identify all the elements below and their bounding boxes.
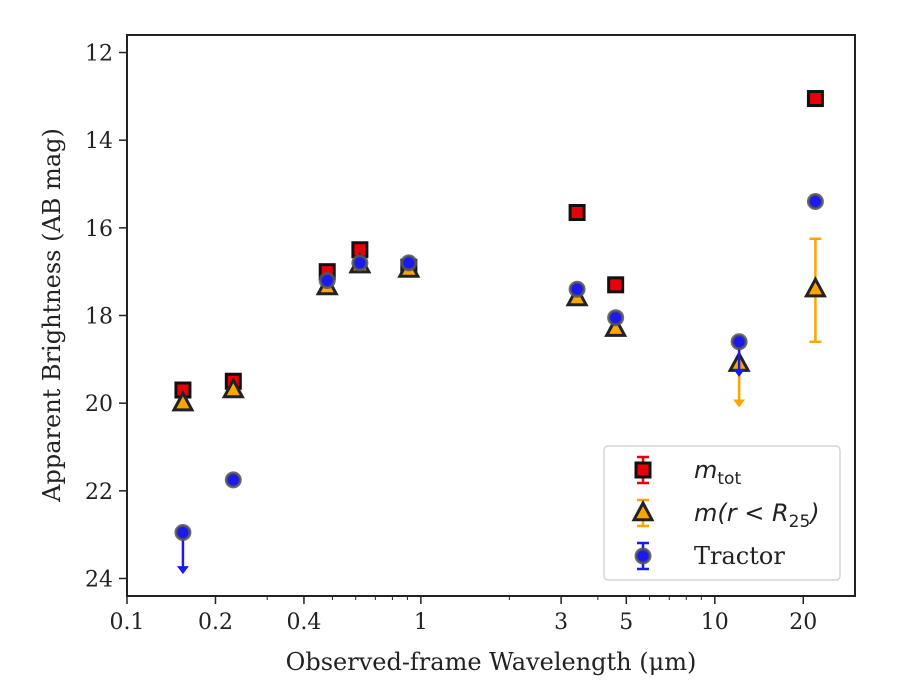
legend-marker bbox=[634, 461, 652, 479]
legend-marker bbox=[634, 547, 652, 565]
x-axis-label: Observed-frame Wavelength (μm) bbox=[286, 648, 697, 676]
legend-marker bbox=[631, 499, 655, 522]
upper-limit-arrowhead bbox=[733, 368, 746, 377]
y-tick-label: 20 bbox=[85, 392, 113, 417]
data-point bbox=[730, 333, 748, 351]
data-point bbox=[568, 280, 586, 298]
data-point bbox=[803, 276, 827, 298]
upper-limit-arrowhead bbox=[733, 399, 746, 408]
data-point bbox=[318, 271, 336, 289]
legend-box bbox=[603, 445, 841, 581]
data-point bbox=[171, 390, 195, 412]
data-point bbox=[174, 523, 192, 541]
legend-label: Tractor bbox=[694, 542, 785, 570]
plot-area bbox=[171, 90, 827, 575]
data-point bbox=[221, 376, 245, 399]
y-tick-label: 18 bbox=[85, 305, 113, 330]
data-point bbox=[568, 204, 586, 222]
data-point bbox=[806, 193, 824, 211]
y-tick-label: 22 bbox=[85, 480, 113, 505]
y-axis-label: Apparent Brightness (AB mag) bbox=[38, 128, 66, 503]
x-tick-label: 10 bbox=[701, 610, 729, 635]
data-point bbox=[607, 276, 625, 294]
x-tick-label: 20 bbox=[789, 610, 817, 635]
data-point bbox=[604, 315, 628, 337]
series-2 bbox=[174, 193, 824, 575]
y-tick-label: 24 bbox=[85, 567, 113, 592]
axes: 0.1 0.2 0.4 1 3 5 10 20 12 14 16 18 20 22 24 bbox=[85, 34, 856, 635]
x-tick-label: 0.2 bbox=[198, 610, 233, 635]
legend-entry: Tractor bbox=[634, 541, 785, 571]
x-tick-label: 5 bbox=[619, 610, 633, 635]
x-tick-label: 0.4 bbox=[286, 610, 321, 635]
data-point bbox=[224, 471, 242, 489]
x-tick-label: 3 bbox=[554, 610, 568, 635]
series-0 bbox=[174, 90, 824, 399]
data-point bbox=[806, 90, 824, 108]
y-tick-label: 14 bbox=[85, 129, 113, 154]
upper-limit-arrowhead bbox=[176, 566, 189, 575]
series-1 bbox=[171, 237, 827, 412]
data-point bbox=[607, 309, 625, 327]
x-tick-label: 0.1 bbox=[110, 610, 145, 635]
data-point bbox=[351, 254, 369, 272]
y-tick-label: 12 bbox=[85, 42, 113, 67]
data-point bbox=[400, 254, 418, 272]
y-tick-label: 16 bbox=[85, 217, 113, 242]
x-tick-label: 1 bbox=[414, 610, 428, 635]
